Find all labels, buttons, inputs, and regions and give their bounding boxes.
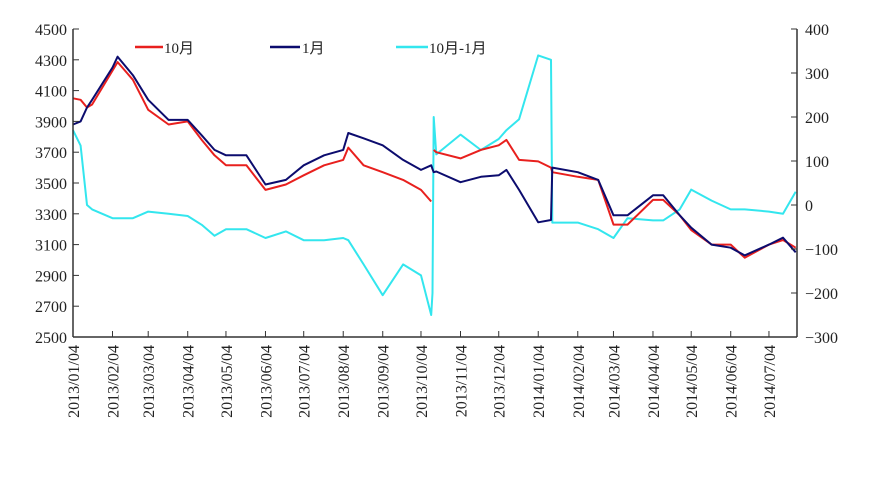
- series-line-2: [72, 54, 797, 316]
- x-tick-label: 2013/06/04: [258, 345, 275, 418]
- y2-tick-label: 0: [805, 198, 813, 215]
- y-tick-label: 3900: [35, 114, 67, 131]
- y-tick-label: 2700: [35, 299, 67, 316]
- series-lines: [72, 54, 797, 316]
- y2-tick-label: 300: [805, 66, 829, 83]
- left-ticks: 2500 2700 2900 3100 3300 3500 3700 3900 4100 4300…: [35, 22, 79, 347]
- y2-tick-label: −300: [805, 330, 838, 347]
- x-tick-label: 2014/06/04: [724, 345, 741, 418]
- legend-label-spread: 10月-1月: [429, 41, 487, 57]
- x-tick-label: 2014/04/04: [646, 345, 663, 418]
- x-tick-label: 2013/12/04: [492, 345, 509, 418]
- x-tick-label: 2013/07/04: [297, 345, 314, 418]
- x-tick-label: 2014/01/04: [531, 345, 548, 418]
- legend: 10月 1月 10月-1月: [135, 41, 487, 57]
- y2-tick-label: 100: [805, 154, 829, 171]
- y2-tick-label: −100: [805, 242, 838, 259]
- x-ticks: 2013/01/04 2013/02/04 2013/03/04 2013/04/04…: [66, 331, 779, 418]
- series-line-1: [72, 55, 797, 257]
- x-tick-label: 2014/02/04: [571, 345, 588, 418]
- legend-label-10: 10月: [164, 41, 194, 57]
- x-tick-label: 2013/11/04: [453, 345, 470, 417]
- y-tick-label: 3500: [35, 176, 67, 193]
- y-tick-label: 2900: [35, 268, 67, 285]
- y-tick-label: 3300: [35, 207, 67, 224]
- x-tick-label: 2013/04/04: [181, 345, 198, 418]
- x-tick-label: 2014/07/04: [762, 345, 779, 418]
- y-tick-label: 4500: [35, 22, 67, 39]
- y-tick-label: 4300: [35, 53, 67, 70]
- x-tick-label: 2013/03/04: [141, 345, 158, 418]
- x-tick-label: 2014/05/04: [684, 345, 701, 418]
- x-tick-label: 2013/10/04: [414, 345, 431, 418]
- x-tick-label: 2013/08/04: [336, 345, 353, 418]
- right-ticks: −300 −200 −100 0 100 200 300 400: [791, 22, 838, 347]
- y2-tick-label: 400: [805, 22, 829, 39]
- x-tick-label: 2013/02/04: [106, 345, 123, 418]
- y-tick-label: 2500: [35, 330, 67, 347]
- series-line-0: [72, 61, 797, 259]
- x-tick-label: 2013/01/04: [66, 345, 83, 418]
- x-tick-label: 2014/03/04: [606, 345, 623, 418]
- y2-tick-label: 200: [805, 110, 829, 127]
- y-tick-label: 3100: [35, 238, 67, 255]
- y2-tick-label: −200: [805, 286, 838, 303]
- legend-label-1: 1月: [302, 41, 325, 57]
- y-tick-label: 4100: [35, 84, 67, 101]
- x-tick-label: 2013/09/04: [376, 345, 393, 418]
- x-tick-label: 2013/05/04: [219, 345, 236, 418]
- y-tick-label: 3700: [35, 145, 67, 162]
